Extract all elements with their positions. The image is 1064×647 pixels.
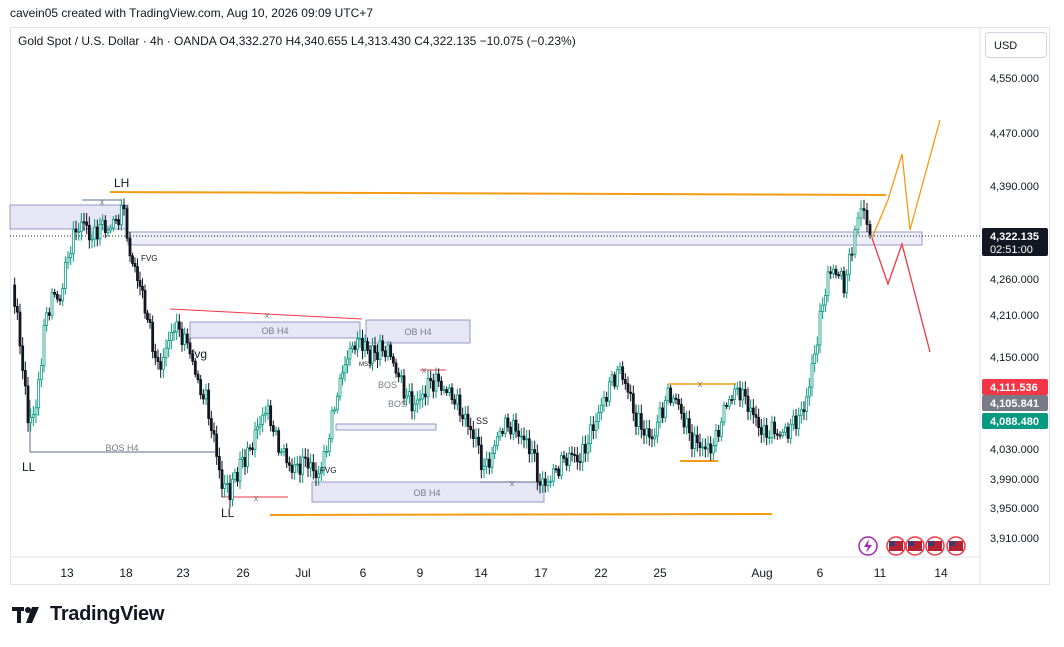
tradingview-logo: TradingView: [12, 603, 164, 626]
currency-button[interactable]: USD: [985, 32, 1047, 58]
symbol-legend: Gold Spot / U.S. Dollar · 4h · OANDA O4,…: [18, 34, 576, 48]
brand-name: TradingView: [50, 603, 165, 625]
chart-frame: [10, 27, 1050, 585]
created-by-note: cavein05 created with TradingView.com, A…: [10, 6, 374, 20]
tradingview-logo-icon: [12, 606, 39, 623]
